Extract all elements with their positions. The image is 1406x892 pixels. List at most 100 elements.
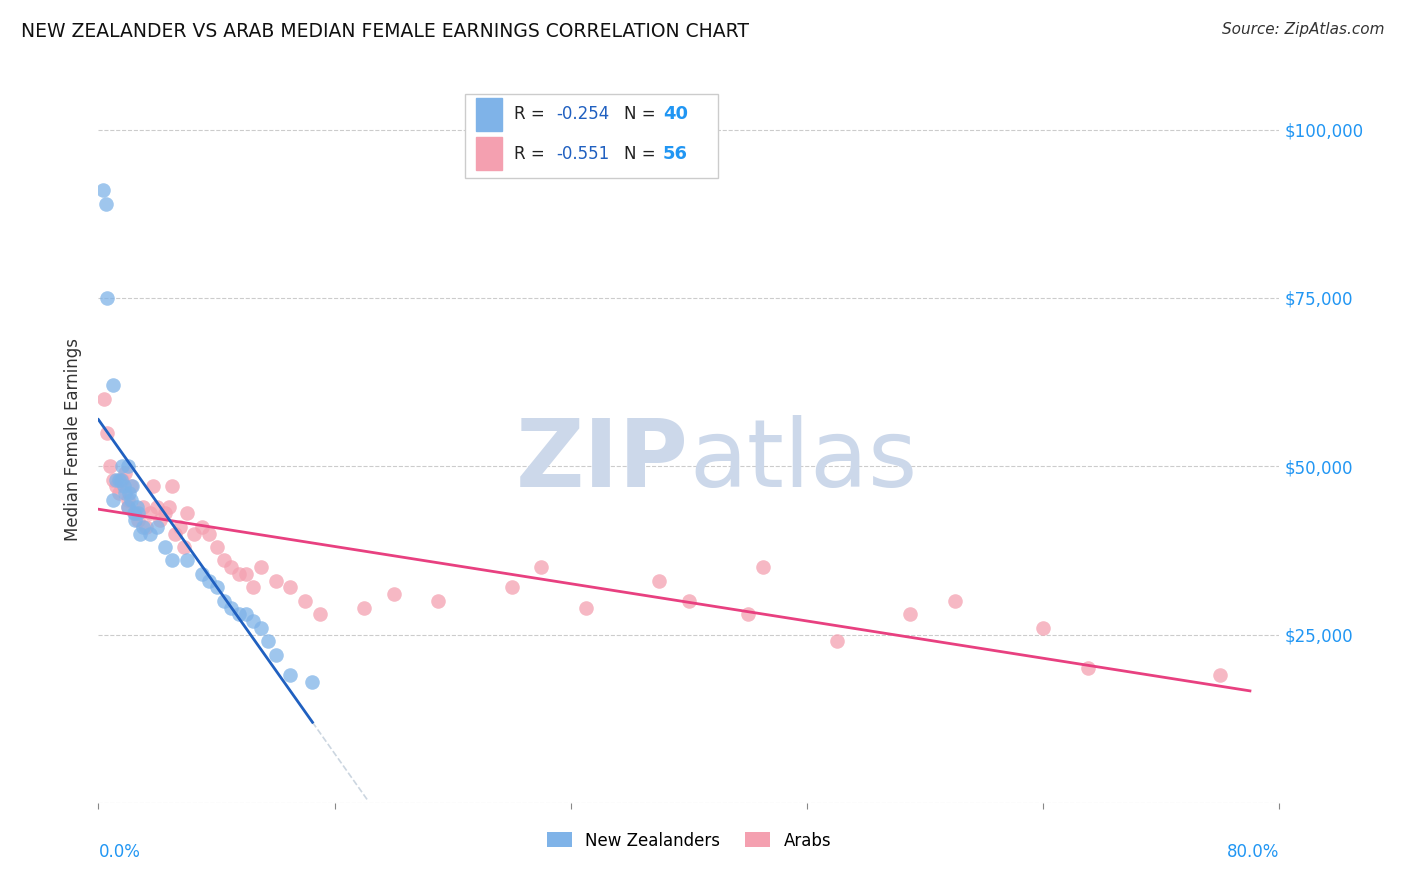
Point <box>501 581 523 595</box>
Point <box>173 540 195 554</box>
Point <box>91 183 114 197</box>
Point <box>257 634 280 648</box>
Point <box>752 560 775 574</box>
Legend: New Zealanders, Arabs: New Zealanders, Arabs <box>540 825 838 856</box>
Text: 80.0%: 80.0% <box>1227 843 1279 861</box>
Text: N =: N = <box>624 145 661 162</box>
Point <box>127 513 149 527</box>
Point <box>242 581 264 595</box>
Point <box>1209 668 1232 682</box>
Text: 56: 56 <box>664 145 688 162</box>
Point <box>301 674 323 689</box>
Point <box>117 459 139 474</box>
Point <box>825 634 848 648</box>
Point <box>117 500 139 514</box>
Point <box>221 600 243 615</box>
Point <box>117 500 139 514</box>
Point <box>280 668 302 682</box>
Point <box>142 479 165 493</box>
Point <box>530 560 553 574</box>
Y-axis label: Median Female Earnings: Median Female Earnings <box>65 338 83 541</box>
Point <box>198 526 221 541</box>
Point <box>127 507 149 521</box>
Point <box>737 607 759 622</box>
Point <box>139 507 162 521</box>
Text: R =: R = <box>515 145 550 162</box>
Point <box>382 587 405 601</box>
Point <box>162 553 183 567</box>
Point <box>228 607 250 622</box>
Point <box>165 526 187 541</box>
Point <box>176 507 198 521</box>
Point <box>111 459 134 474</box>
Point <box>146 500 169 514</box>
Point <box>120 492 142 507</box>
Point <box>212 594 235 608</box>
Text: NEW ZEALANDER VS ARAB MEDIAN FEMALE EARNINGS CORRELATION CHART: NEW ZEALANDER VS ARAB MEDIAN FEMALE EARN… <box>21 22 749 41</box>
Point <box>146 520 169 534</box>
Point <box>117 492 139 507</box>
Point <box>250 560 273 574</box>
Point <box>103 473 125 487</box>
Point <box>93 392 115 406</box>
Point <box>264 648 287 662</box>
Point <box>132 520 155 534</box>
Point <box>149 513 172 527</box>
Point <box>162 479 183 493</box>
Text: 0.0%: 0.0% <box>98 843 141 861</box>
Point <box>96 425 118 440</box>
Point <box>169 520 191 534</box>
Point <box>1032 621 1054 635</box>
Text: Source: ZipAtlas.com: Source: ZipAtlas.com <box>1222 22 1385 37</box>
Point <box>221 560 243 574</box>
Point <box>191 566 214 581</box>
Point <box>943 594 966 608</box>
Text: R =: R = <box>515 105 550 123</box>
Point <box>108 486 131 500</box>
Point <box>280 581 302 595</box>
Point <box>153 507 176 521</box>
Point <box>105 479 128 493</box>
Bar <box>477 98 502 131</box>
Point <box>128 526 150 541</box>
Point <box>132 500 155 514</box>
Text: 40: 40 <box>664 105 688 123</box>
Point <box>205 540 228 554</box>
Point <box>242 614 264 628</box>
Point <box>112 479 135 493</box>
Text: ZIP: ZIP <box>516 415 689 508</box>
Point <box>575 600 598 615</box>
Point <box>125 500 148 514</box>
Point <box>103 378 125 392</box>
Point <box>114 466 136 480</box>
Point <box>94 196 117 211</box>
Point <box>111 473 134 487</box>
Point <box>205 581 228 595</box>
Point <box>124 513 146 527</box>
Point <box>108 473 131 487</box>
Point <box>212 553 235 567</box>
Point <box>118 486 141 500</box>
Point <box>228 566 250 581</box>
Bar <box>477 137 502 170</box>
Point <box>353 600 375 615</box>
Point <box>105 473 128 487</box>
Point <box>96 291 118 305</box>
Point <box>648 574 671 588</box>
Point <box>176 553 198 567</box>
Point <box>1077 661 1099 675</box>
Point <box>250 621 273 635</box>
Point <box>120 479 142 493</box>
Point <box>139 526 162 541</box>
Point <box>121 479 143 493</box>
Point <box>309 607 332 622</box>
Point <box>235 607 257 622</box>
Text: -0.551: -0.551 <box>557 145 610 162</box>
Text: N =: N = <box>624 105 661 123</box>
Point <box>183 526 205 541</box>
Point <box>294 594 316 608</box>
Text: atlas: atlas <box>689 415 917 508</box>
Point <box>98 459 121 474</box>
Point <box>114 486 136 500</box>
Text: -0.254: -0.254 <box>557 105 610 123</box>
